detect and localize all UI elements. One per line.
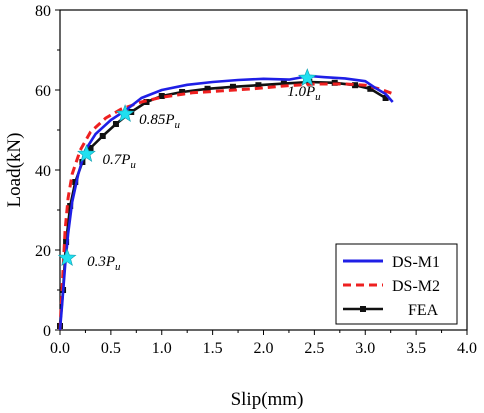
y-axis-title: Load(kN) [4,133,25,208]
data-point-fea-16 [280,80,287,87]
x-tick-label-2: 1.0 [152,340,172,357]
annotation-star-3 [297,68,317,86]
data-point-fea-15 [255,82,262,89]
annotation-star-0 [57,248,77,266]
data-point-fea-3 [67,203,74,209]
x-tick-label-8: 4.0 [457,340,477,357]
y-tick-label-1: 20 [35,243,51,260]
x-tick-label-0: 0.0 [50,340,70,357]
data-point-fea-6 [87,145,94,151]
annotation-label-3: 1.0Pu [287,84,321,103]
data-point-fea-21 [382,95,389,101]
legend-label-ds-m2: DS-M2 [392,278,440,295]
annotation-label-0: 0.3Pu [87,254,121,273]
series-line-ds-m1 [58,74,394,331]
data-point-fea-12 [179,89,186,95]
x-tick-label-3: 1.5 [203,340,223,357]
legend-marker-fea [360,306,366,312]
legend: DS-M1 DS-M2 FEA [335,243,458,325]
annotation-label-1: 0.7Pu [102,152,136,171]
annotation-label-2: 0.85Pu [139,112,180,131]
x-tick-label-6: 3.0 [355,340,375,357]
x-tick-label-4: 2.0 [254,340,274,357]
data-point-fea-7 [99,133,106,139]
y-tick-label-0: 0 [43,323,51,340]
data-point-fea-11 [158,93,165,99]
y-tick-label-3: 60 [35,83,51,100]
data-point-fea-13 [204,85,211,92]
series-line-ds-m2 [58,82,395,331]
annotation-star-1 [77,144,96,162]
chart-marks: 0.0 0.5 1.0 1.5 2.0 2.5 3.0 3.5 4.0 0 20 40 60 80 0.3P… [35,3,477,357]
data-point-fea-14 [229,83,236,90]
legend-label-ds-m1: DS-M1 [392,254,440,271]
y-tick-label-2: 40 [35,163,51,180]
legend-label-fea: FEA [408,302,439,319]
x-axis-title: Slip(mm) [231,389,304,410]
x-tick-label-1: 0.5 [101,340,121,357]
data-point-fea-8 [112,121,119,127]
data-point-fea-19 [352,82,359,89]
annotation-star-2 [115,104,135,122]
data-point-fea-20 [367,85,374,92]
x-tick-label-7: 3.5 [406,340,426,357]
x-tick-label-5: 2.5 [304,340,324,357]
y-tick-label-4: 80 [35,3,51,20]
